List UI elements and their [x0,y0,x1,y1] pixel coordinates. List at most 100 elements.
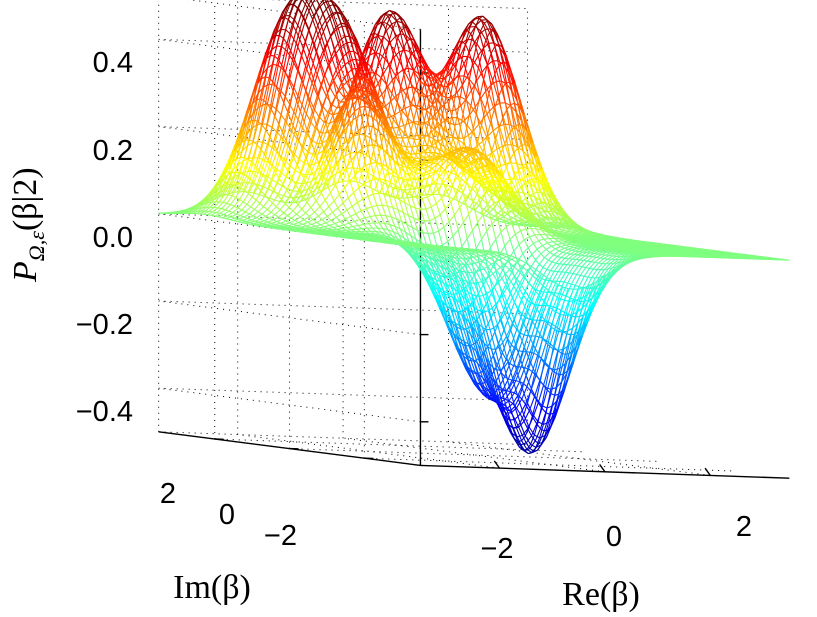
mesh-segment [355,210,362,215]
mesh-segment [353,192,358,203]
mesh-segment [289,3,294,6]
mesh-segment [433,230,439,234]
mesh-segment [285,229,290,232]
mesh-segment [279,88,286,97]
mesh-segment [263,83,270,88]
mesh-segment [295,196,300,203]
mesh-segment [336,170,342,174]
mesh-segment [233,199,241,207]
mesh-row [210,0,584,232]
mesh-segment [363,125,369,128]
mesh-segment [406,86,413,89]
mesh-segment [320,192,326,201]
mesh-segment [350,151,356,154]
mesh-segment [358,187,364,200]
mesh-segment [305,173,311,176]
mesh-segment [422,196,428,199]
mesh-segment [415,105,420,122]
mesh-segment [324,199,330,207]
mesh-segment [474,209,481,214]
mesh-segment [296,208,303,215]
mesh-segment [298,140,304,150]
mesh-segment [398,110,403,128]
mesh-segment [260,130,267,150]
mesh-segment [355,134,361,153]
mesh-segment [438,226,445,232]
mesh-segment [298,121,305,141]
mesh-segment [319,206,325,213]
mesh-segment [360,152,367,156]
mesh-segment [277,132,284,140]
mesh-segment [314,138,322,155]
mesh-segment [242,201,248,205]
mesh-segment [221,202,228,210]
mesh-segment [475,96,481,115]
mesh-segment [292,138,298,153]
mesh-segment [481,19,487,21]
mesh-segment [409,187,416,191]
mesh-segment [365,137,371,156]
mesh-segment [246,171,252,183]
mesh-segment [323,164,329,176]
mesh-segment [298,219,305,223]
mesh-segment [421,171,427,175]
mesh-segment [321,139,328,144]
mesh-segment [364,115,370,136]
mesh-segment [337,133,343,151]
mesh-segment [463,197,469,205]
mesh-segment [261,209,268,215]
mesh-segment [393,56,399,75]
mesh-segment [241,203,248,211]
mesh-segment [330,216,337,221]
mesh-segment [353,221,359,226]
mesh-segment [259,86,265,107]
mesh-segment [299,212,306,218]
mesh-segment [277,194,283,200]
mesh-segment [376,23,384,35]
mesh-segment [344,180,351,189]
mesh-segment [330,219,336,225]
mesh-segment [280,220,287,224]
mesh-segment [263,206,268,210]
mesh-segment [375,141,382,148]
mesh-segment [342,197,349,204]
mesh-segment [417,110,423,125]
mesh-segment [439,208,446,215]
mesh-segment [287,188,293,192]
mesh-segment [348,120,354,140]
mesh-segment [291,165,298,179]
mesh-segment [357,198,363,203]
mesh-segment [247,215,254,219]
mesh-segment [367,172,374,177]
mesh-segment [515,215,522,221]
mesh-segment [326,211,333,217]
mesh-segment [301,208,306,214]
mesh-segment [287,215,292,219]
mesh-segment [245,206,252,213]
mesh-segment [359,133,365,136]
mesh-segment [423,220,429,234]
mesh-segment [307,219,314,223]
mesh-segment [332,212,337,218]
mesh-segment [257,206,264,213]
mesh-segment [356,152,362,169]
mesh-segment [312,114,318,127]
mesh-segment [286,189,292,196]
mesh-segment [325,147,331,160]
mesh-segment [225,218,230,221]
mesh-segment [223,210,230,215]
mesh-segment [320,222,326,226]
mesh-segment [443,221,450,228]
mesh-segment [308,216,314,221]
mesh-segment [255,106,261,126]
mesh-segment [311,221,317,225]
mesh-segment [402,136,408,139]
mesh-segment [349,180,355,193]
mesh-segment [482,137,488,152]
mesh-segment [486,173,491,176]
mesh-segment [273,55,279,60]
mesh-segment [396,85,402,103]
mesh-segment [341,155,346,171]
mesh-segment [286,122,293,132]
mesh-segment [386,157,392,172]
